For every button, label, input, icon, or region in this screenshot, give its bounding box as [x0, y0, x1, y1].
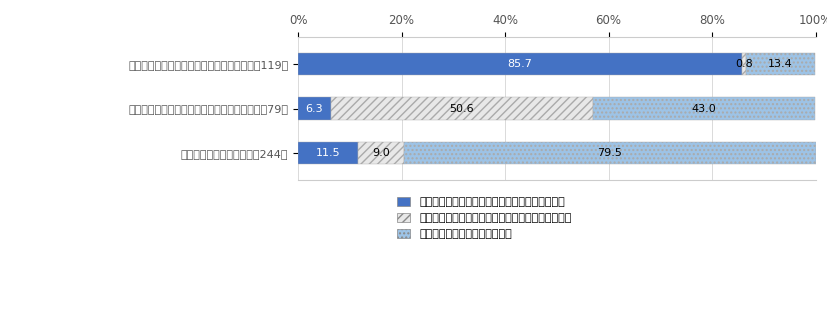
Bar [298, 142, 357, 164]
Legend: 精神上の問題や悩みが事件と関連していると思う, 精神上の問題や悩みが事件と関連していないと思う, 精神上の問題や悩みはなかった: 精神上の問題や悩みが事件と関連していると思う, 精神上の問題や悩みが事件と関連し… [396, 197, 571, 239]
Bar [404, 142, 815, 164]
Text: 43.0: 43.0 [691, 104, 715, 113]
Text: 50.6: 50.6 [449, 104, 473, 113]
Text: 85.7: 85.7 [507, 59, 532, 69]
Bar [357, 142, 404, 164]
Text: 11.5: 11.5 [315, 148, 340, 158]
Bar [298, 97, 330, 120]
Text: 79.5: 79.5 [597, 148, 622, 158]
Bar [592, 97, 814, 120]
Bar [741, 53, 745, 75]
Bar [298, 53, 741, 75]
Text: 6.3: 6.3 [305, 104, 323, 113]
Text: 0.8: 0.8 [734, 59, 752, 69]
Text: 9.0: 9.0 [371, 148, 390, 158]
Text: 13.4: 13.4 [767, 59, 791, 69]
Bar [330, 97, 592, 120]
Bar [745, 53, 814, 75]
